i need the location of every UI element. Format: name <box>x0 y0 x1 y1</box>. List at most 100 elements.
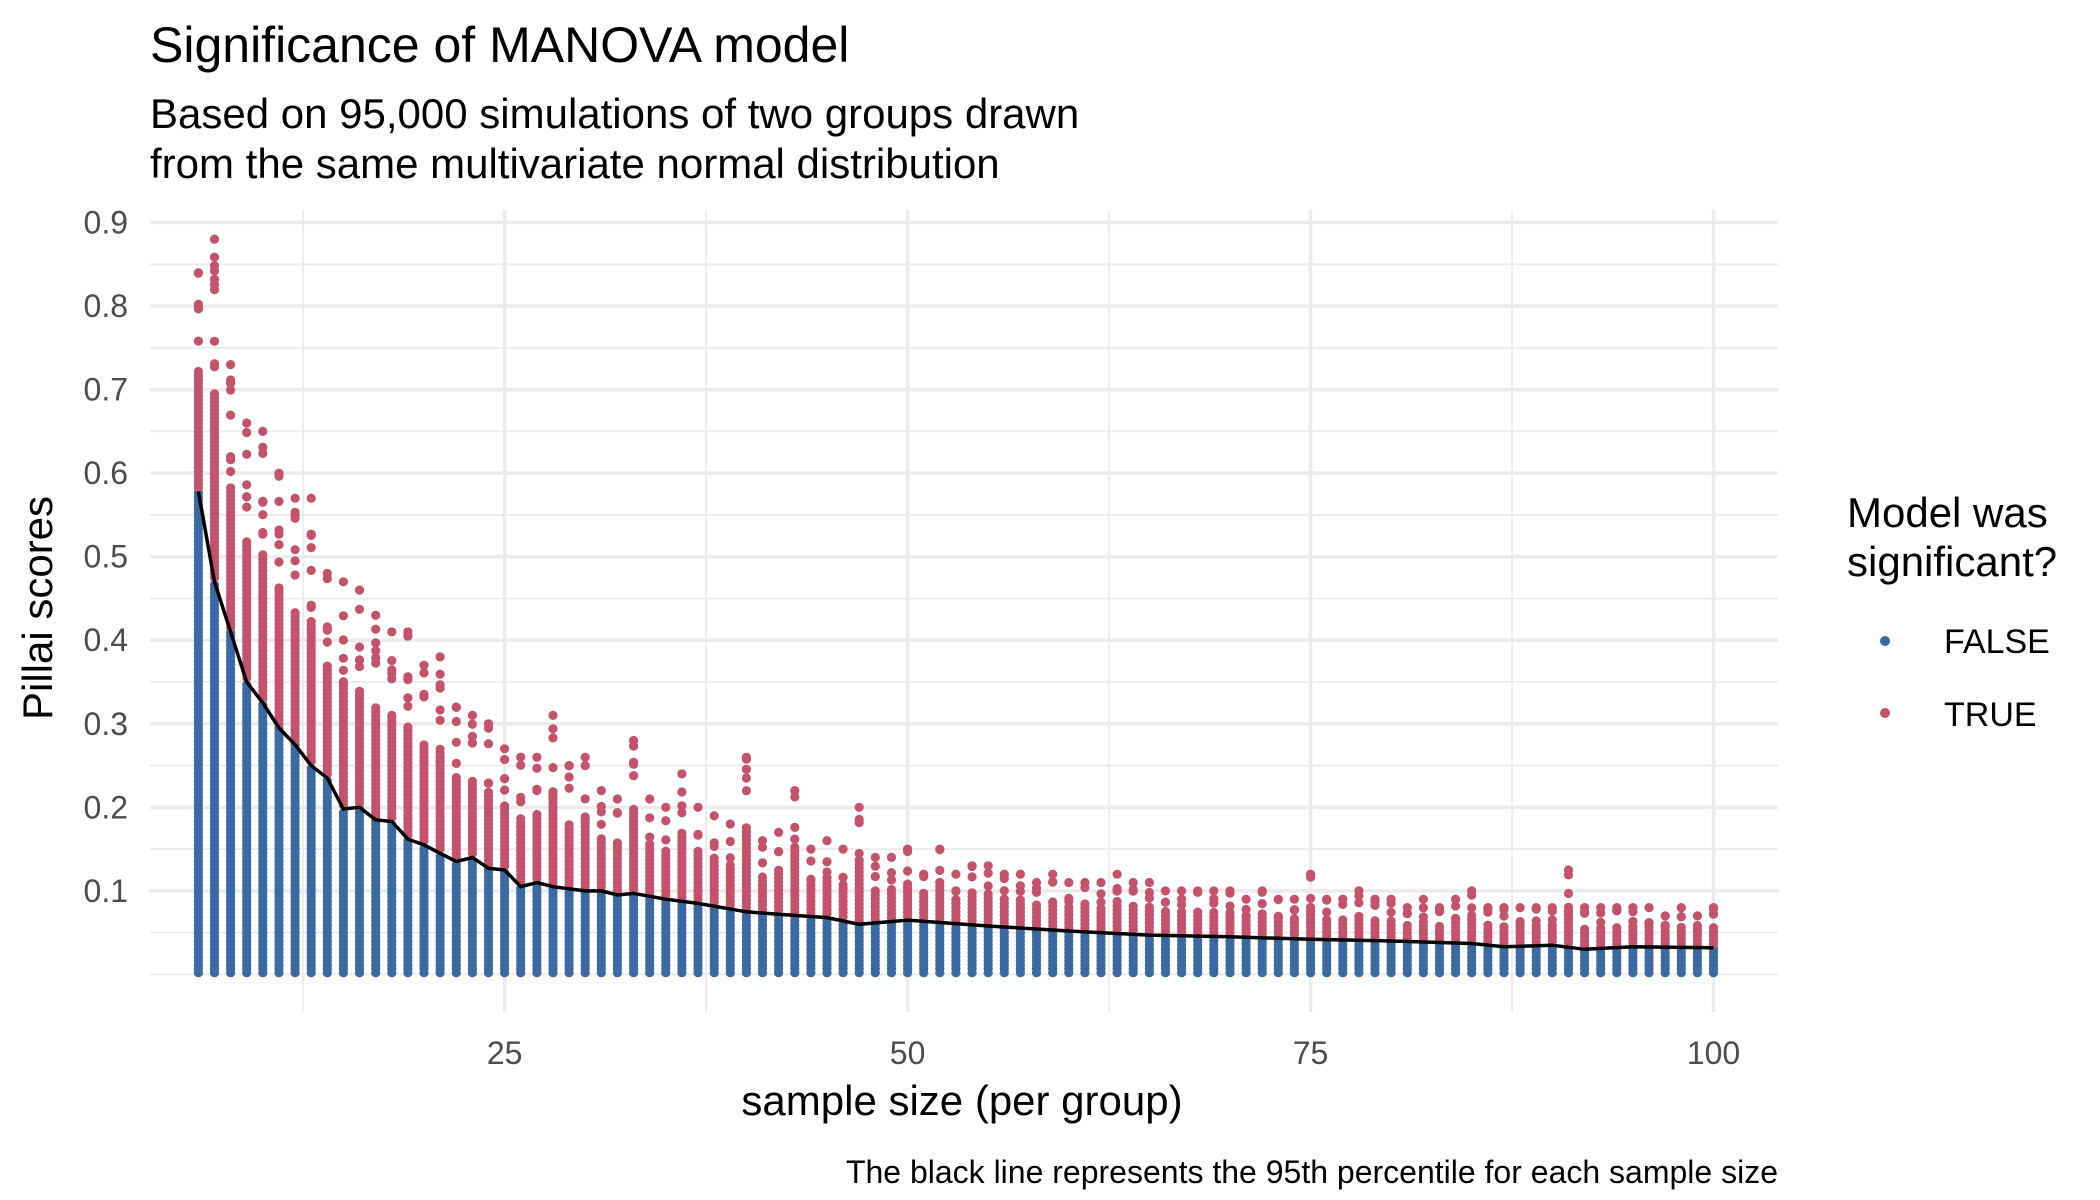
point-true-max <box>1064 877 1074 888</box>
y-tick-label: 0.3 <box>84 706 128 742</box>
point-true-max <box>1676 903 1686 913</box>
point-true <box>1257 899 1267 909</box>
point-true <box>226 378 236 388</box>
point-true <box>387 656 397 666</box>
point-true-max <box>564 761 574 771</box>
point-true <box>838 880 848 890</box>
point-true <box>258 550 268 560</box>
point-true <box>629 771 639 781</box>
point-true <box>1031 887 1042 898</box>
point-true-max <box>500 744 510 754</box>
y-tick-label: 0.5 <box>84 539 128 575</box>
point-true-max <box>757 836 768 846</box>
point-true-max <box>258 426 268 436</box>
point-true <box>1531 916 1541 926</box>
point-true <box>306 543 316 553</box>
point-true <box>338 678 348 689</box>
point-true <box>419 689 429 700</box>
point-true <box>838 872 848 883</box>
point-true <box>1418 903 1428 913</box>
point-true <box>757 872 768 882</box>
point-true <box>1273 911 1283 921</box>
point-true-max <box>1515 903 1525 913</box>
point-true-max <box>1644 903 1654 913</box>
point-true <box>242 427 252 438</box>
point-true-max <box>1628 903 1638 913</box>
series-true-points <box>193 234 1719 950</box>
point-true <box>661 846 671 856</box>
point-true-max <box>1289 894 1299 904</box>
point-true-max <box>1257 886 1267 896</box>
point-true <box>1177 907 1187 917</box>
point-true <box>1596 917 1606 927</box>
point-true <box>1015 881 1025 891</box>
point-true-max <box>999 869 1009 879</box>
point-true-max <box>886 852 897 863</box>
point-true-max <box>1708 903 1719 913</box>
point-true-max <box>1418 894 1428 904</box>
point-true-max <box>371 610 381 620</box>
point-true <box>209 266 220 276</box>
point-true <box>290 556 300 566</box>
point-true <box>983 881 993 891</box>
point-true <box>629 804 639 815</box>
point-true <box>790 842 800 853</box>
point-true <box>1386 907 1396 917</box>
point-true <box>516 760 526 770</box>
point-true-max <box>1273 894 1283 904</box>
point-true-max <box>1338 894 1348 904</box>
point-true-max <box>661 802 671 812</box>
point-true-max <box>709 811 719 821</box>
point-true <box>886 868 897 878</box>
point-true-max <box>1434 903 1445 913</box>
point-true <box>677 787 687 797</box>
point-true <box>999 886 1009 896</box>
point-true <box>1402 920 1412 931</box>
point-true <box>854 855 864 865</box>
point-true <box>1515 918 1525 928</box>
point-true <box>322 637 332 647</box>
point-true <box>193 299 203 309</box>
point-true-max <box>967 861 977 871</box>
point-true <box>258 529 268 539</box>
point-true <box>306 529 316 539</box>
point-true <box>354 642 365 652</box>
point-true-max <box>1483 903 1493 913</box>
point-true <box>1322 907 1332 917</box>
point-true-max <box>1241 894 1251 904</box>
point-true-max <box>919 869 929 879</box>
point-true <box>951 886 961 896</box>
point-true <box>1708 923 1719 933</box>
point-true <box>242 502 252 512</box>
point-true <box>1048 877 1058 887</box>
point-true-max <box>1112 869 1122 879</box>
legend-key-true <box>1880 708 1890 718</box>
point-true <box>1676 912 1686 922</box>
point-true <box>226 483 236 493</box>
point-true <box>774 847 784 857</box>
point-true <box>741 764 752 774</box>
point-true <box>709 838 719 848</box>
point-true <box>1112 896 1122 907</box>
point-true <box>483 778 494 788</box>
point-true <box>532 763 542 773</box>
point-true <box>226 385 236 395</box>
point-true <box>1160 906 1171 917</box>
point-true-max <box>548 710 558 721</box>
point-true <box>532 784 542 794</box>
point-true <box>1064 896 1074 906</box>
point-true <box>790 834 800 844</box>
point-true-max <box>1596 903 1606 913</box>
point-true <box>209 359 220 369</box>
point-true <box>822 857 832 867</box>
point-true <box>645 813 655 823</box>
point-true-max <box>1660 911 1670 921</box>
point-true <box>371 624 381 634</box>
point-true <box>870 886 880 896</box>
y-tick-label: 0.4 <box>84 622 128 658</box>
point-true <box>274 496 284 506</box>
point-true-max <box>193 268 203 278</box>
point-true <box>580 794 590 804</box>
point-true <box>483 787 494 797</box>
